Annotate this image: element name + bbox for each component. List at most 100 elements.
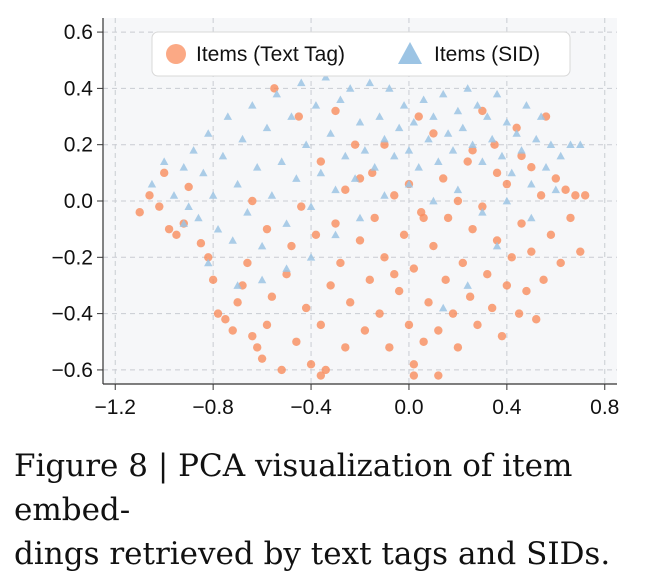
sid-point (238, 134, 247, 143)
legend-label-text-tag: Items (Text Tag) (196, 43, 345, 66)
sid-point (306, 202, 316, 210)
text-tag-point (370, 213, 379, 223)
text-tag-point (316, 320, 326, 330)
text-tag-point (248, 331, 257, 341)
sid-point (253, 163, 262, 171)
sid-point (311, 101, 321, 109)
sid-point (409, 117, 419, 126)
sid-point (453, 185, 463, 194)
sid-point (463, 281, 472, 289)
text-tag-point (409, 264, 419, 273)
y-tick-label: −0.4 (52, 303, 94, 326)
text-tag-point (294, 112, 304, 121)
sid-point (434, 157, 443, 165)
text-tag-point (233, 298, 242, 307)
text-tag-point (507, 253, 516, 262)
text-tag-point (287, 241, 296, 251)
text-tag-point (576, 247, 585, 256)
text-tag-point (556, 258, 565, 268)
text-tag-point (522, 286, 531, 296)
text-tag-point (297, 202, 306, 211)
text-tag-point (346, 298, 355, 307)
legend-marker-text-tag (166, 44, 186, 64)
sid-point (576, 140, 585, 149)
sid-point (282, 264, 291, 272)
sid-point (189, 146, 198, 154)
text-tag-point (512, 123, 521, 132)
text-tag-point (453, 343, 463, 352)
sid-point (223, 112, 233, 120)
text-tag-point (375, 309, 384, 318)
sid-point (331, 185, 340, 194)
sid-point (218, 151, 228, 160)
text-tag-point (478, 106, 487, 116)
text-tag-point (243, 258, 252, 268)
text-tag-point (336, 258, 345, 268)
sid-point (458, 123, 467, 132)
sid-point (169, 191, 179, 199)
figure-caption: Figure 8 | PCA visualization of item emb… (14, 444, 664, 576)
sid-point (179, 163, 188, 171)
text-tag-point (341, 343, 350, 352)
sid-point (267, 191, 277, 199)
text-tag-point (360, 326, 370, 335)
text-tag-point (164, 224, 174, 234)
text-tag-point (409, 360, 419, 369)
text-tag-point (468, 146, 477, 155)
text-tag-point (390, 270, 399, 279)
sid-point (448, 146, 458, 154)
sid-point (194, 213, 203, 222)
sid-point (277, 157, 286, 165)
text-tag-point (441, 275, 450, 285)
text-tag-point (527, 163, 536, 172)
text-tag-point (316, 157, 326, 166)
sid-point (257, 275, 267, 284)
text-tag-point (532, 315, 541, 324)
x-tick-label: −1.2 (95, 396, 136, 419)
text-tag-point (365, 275, 374, 285)
sid-point (179, 219, 188, 227)
sid-point (522, 101, 531, 109)
text-tag-point (172, 230, 181, 239)
text-tag-point (253, 343, 262, 352)
sid-point (341, 151, 350, 160)
data-points (135, 61, 590, 380)
sid-point (527, 213, 536, 222)
sid-point (497, 151, 507, 160)
sid-point (297, 78, 306, 87)
sid-point (532, 134, 541, 143)
sid-point (492, 89, 502, 98)
text-tag-point (483, 270, 492, 279)
text-tag-point (301, 303, 311, 313)
text-tag-point (546, 230, 556, 239)
y-tick-label: 0.2 (64, 134, 93, 157)
sid-point (159, 157, 169, 165)
caption-line-2: dings retrieved by text tags and SIDs. (14, 536, 611, 572)
sid-point (502, 117, 512, 126)
text-tag-point (311, 230, 321, 239)
text-tag-point (196, 239, 206, 248)
text-tag-point (439, 174, 448, 183)
sid-point (512, 129, 521, 137)
text-tag-point (429, 129, 438, 138)
text-tag-point (262, 224, 272, 234)
text-tag-point (561, 185, 570, 194)
sid-point (404, 179, 414, 188)
sid-point (507, 168, 516, 177)
sid-point (360, 146, 370, 154)
tick-labels: −1.2 −0.8 −0.4 0.0 0.4 0.8 0.6 0.4 0.2 0.0 −0.2 −0.… (52, 21, 620, 419)
text-tag-point (502, 281, 512, 290)
text-tag-point (468, 224, 477, 234)
text-tag-point (159, 168, 169, 178)
text-tag-point (390, 191, 399, 200)
text-tag-point (221, 315, 230, 324)
y-tick-label: 0.0 (64, 190, 93, 213)
text-tag-point (434, 326, 443, 335)
sid-point (228, 236, 237, 244)
text-tag-point (517, 219, 526, 228)
text-tag-point (502, 179, 512, 189)
text-tag-point (424, 298, 433, 307)
text-tag-point (145, 191, 154, 200)
sid-point (306, 253, 316, 261)
sid-point (483, 112, 492, 120)
